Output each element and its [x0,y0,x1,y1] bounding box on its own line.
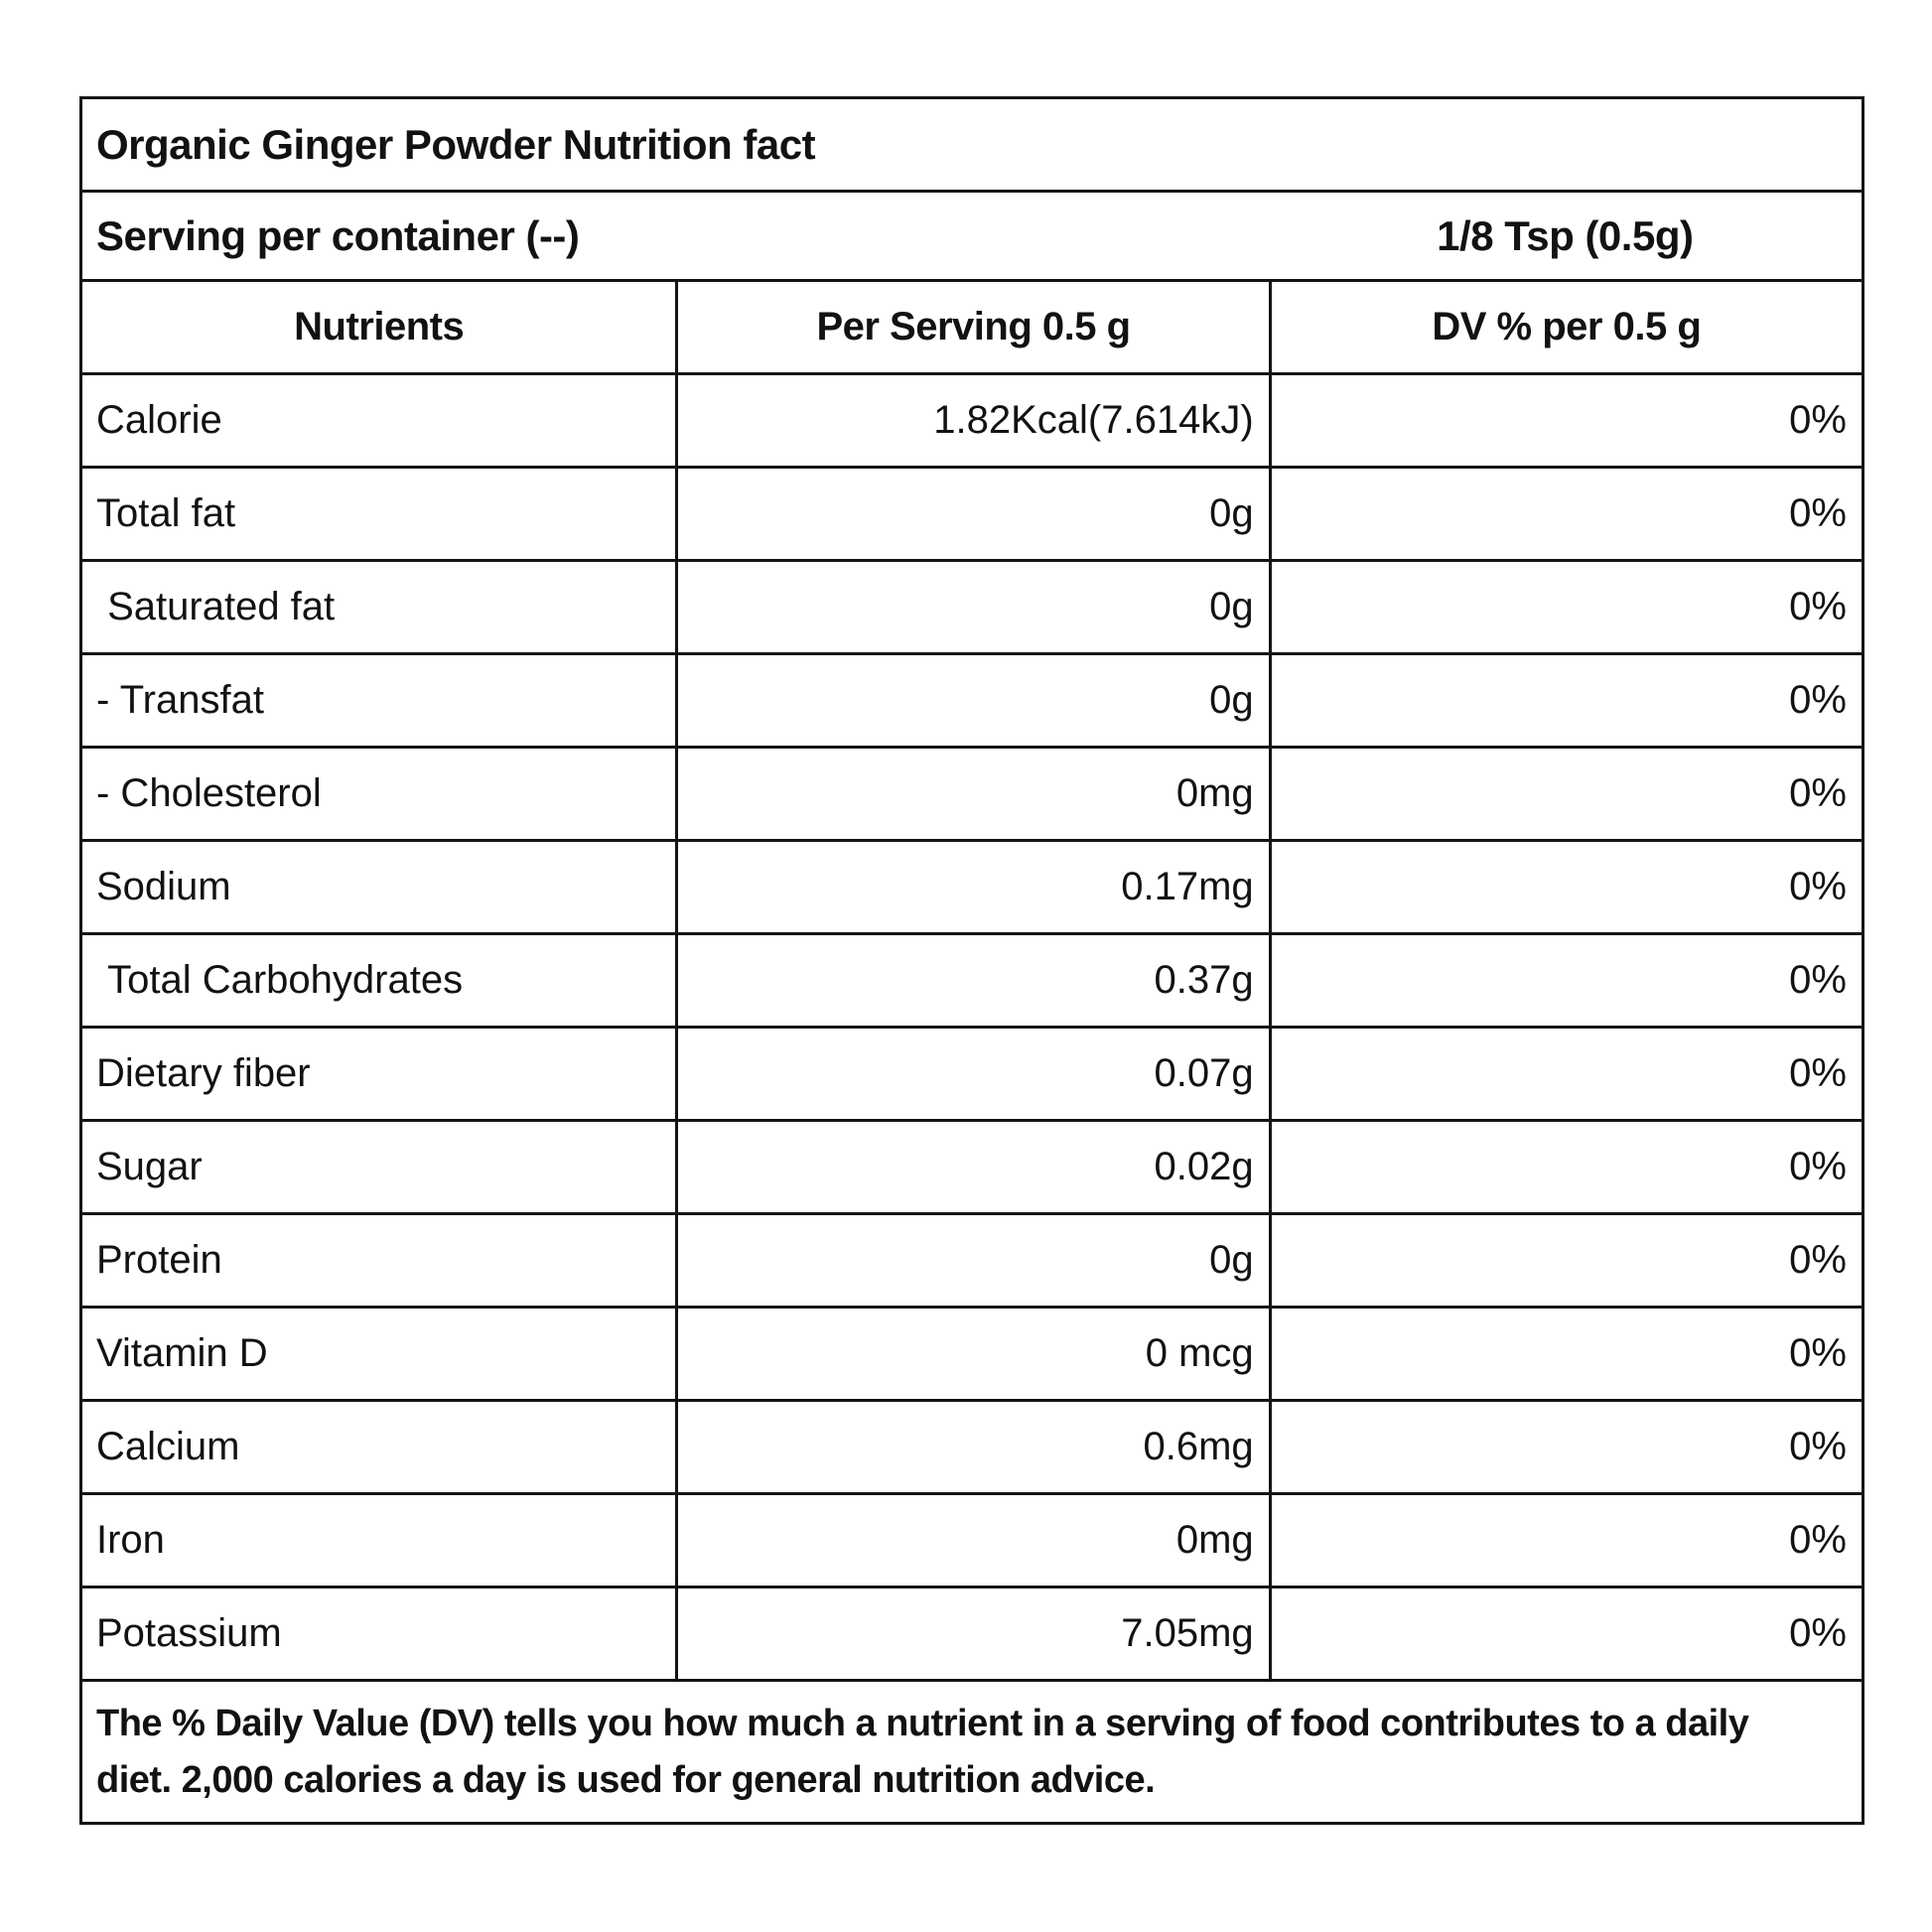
daily-value-footnote-row: The % Daily Value (DV) tells you how muc… [82,1682,1862,1822]
nutrient-label: - Transfat [96,678,264,722]
column-header-nutrients: Nutrients [294,305,465,348]
per-serving-value: 0mg [675,749,1268,839]
dv-value: 0% [1268,1309,1862,1399]
nutrient-label: Potassium [96,1611,282,1655]
dv-value: 0% [1268,1495,1862,1586]
table-row-transfat: - Transfat 0g 0% [82,655,1862,749]
per-serving-value: 1.82Kcal(7.614kJ) [675,375,1268,466]
table-row-dietary-fiber: Dietary fiber 0.07g 0% [82,1029,1862,1122]
per-serving-value: 0.37g [675,935,1268,1026]
table-row-potassium: Potassium 7.05mg 0% [82,1588,1862,1682]
nutrient-label: Iron [96,1518,165,1562]
column-header-dv: DV % per 0.5 g [1268,282,1862,372]
dv-value: 0% [1268,469,1862,559]
dv-value: 0% [1268,1122,1862,1212]
nutrient-label: Protein [96,1238,222,1282]
table-row-saturated-fat: Saturated fat 0g 0% [82,562,1862,655]
serving-row: Serving per container (--) 1/8 Tsp (0.5g… [82,193,1862,282]
per-serving-value: 0.6mg [675,1402,1268,1492]
page-title: Organic Ginger Powder Nutrition fact [96,120,816,168]
nutrient-label: Dietary fiber [96,1051,311,1095]
table-row-calorie: Calorie 1.82Kcal(7.614kJ) 0% [82,375,1862,469]
nutrient-label: Sodium [96,865,231,908]
per-serving-value: 0mg [675,1495,1268,1586]
table-row-sugar: Sugar 0.02g 0% [82,1122,1862,1215]
table-row-total-carbohydrates: Total Carbohydrates 0.37g 0% [82,935,1862,1029]
daily-value-footnote: The % Daily Value (DV) tells you how muc… [96,1702,1749,1801]
nutrient-label: Total Carbohydrates [96,958,464,1002]
column-header-row: Nutrients Per Serving 0.5 g DV % per 0.5… [82,282,1862,375]
table-row-total-fat: Total fat 0g 0% [82,469,1862,562]
title-row: Organic Ginger Powder Nutrition fact [82,99,1862,193]
table-row-cholesterol: - Cholesterol 0mg 0% [82,749,1862,842]
table-row-iron: Iron 0mg 0% [82,1495,1862,1588]
nutrient-label: - Cholesterol [96,771,322,815]
dv-value: 0% [1268,1215,1862,1306]
dv-value: 0% [1268,655,1862,746]
per-serving-value: 0.17mg [675,842,1268,932]
serving-size-value: 1/8 Tsp (0.5g) [1437,211,1694,259]
serving-per-container-label: Serving per container (--) [96,211,580,259]
dv-value: 0% [1268,1029,1862,1119]
dv-value: 0% [1268,935,1862,1026]
nutrient-label: Vitamin D [96,1331,268,1375]
per-serving-value: 0g [675,655,1268,746]
dv-value: 0% [1268,562,1862,652]
serving-size-cell: 1/8 Tsp (0.5g) [1269,193,1862,279]
nutrient-label: Sugar [96,1145,203,1188]
nutrient-label: Calorie [96,398,222,442]
nutrient-label: Saturated fat [96,585,336,628]
nutrition-facts-table: Organic Ginger Powder Nutrition fact Ser… [79,96,1864,1825]
per-serving-value: 0 mcg [675,1309,1268,1399]
table-row-sodium: Sodium 0.17mg 0% [82,842,1862,935]
per-serving-value: 0g [675,562,1268,652]
nutrient-label: Total fat [96,491,236,535]
column-header-per-serving: Per Serving 0.5 g [675,282,1268,372]
dv-value: 0% [1268,1588,1862,1679]
dv-value: 0% [1268,1402,1862,1492]
per-serving-value: 0.02g [675,1122,1268,1212]
per-serving-value: 0.07g [675,1029,1268,1119]
per-serving-value: 0g [675,1215,1268,1306]
dv-value: 0% [1268,375,1862,466]
table-row-calcium: Calcium 0.6mg 0% [82,1402,1862,1495]
per-serving-value: 0g [675,469,1268,559]
dv-value: 0% [1268,842,1862,932]
title-cell: Organic Ginger Powder Nutrition fact [82,99,816,190]
per-serving-value: 7.05mg [675,1588,1268,1679]
serving-label-cell: Serving per container (--) [82,193,1269,279]
nutrient-label: Calcium [96,1425,240,1468]
table-row-protein: Protein 0g 0% [82,1215,1862,1309]
table-row-vitamin-d: Vitamin D 0 mcg 0% [82,1309,1862,1402]
dv-value: 0% [1268,749,1862,839]
